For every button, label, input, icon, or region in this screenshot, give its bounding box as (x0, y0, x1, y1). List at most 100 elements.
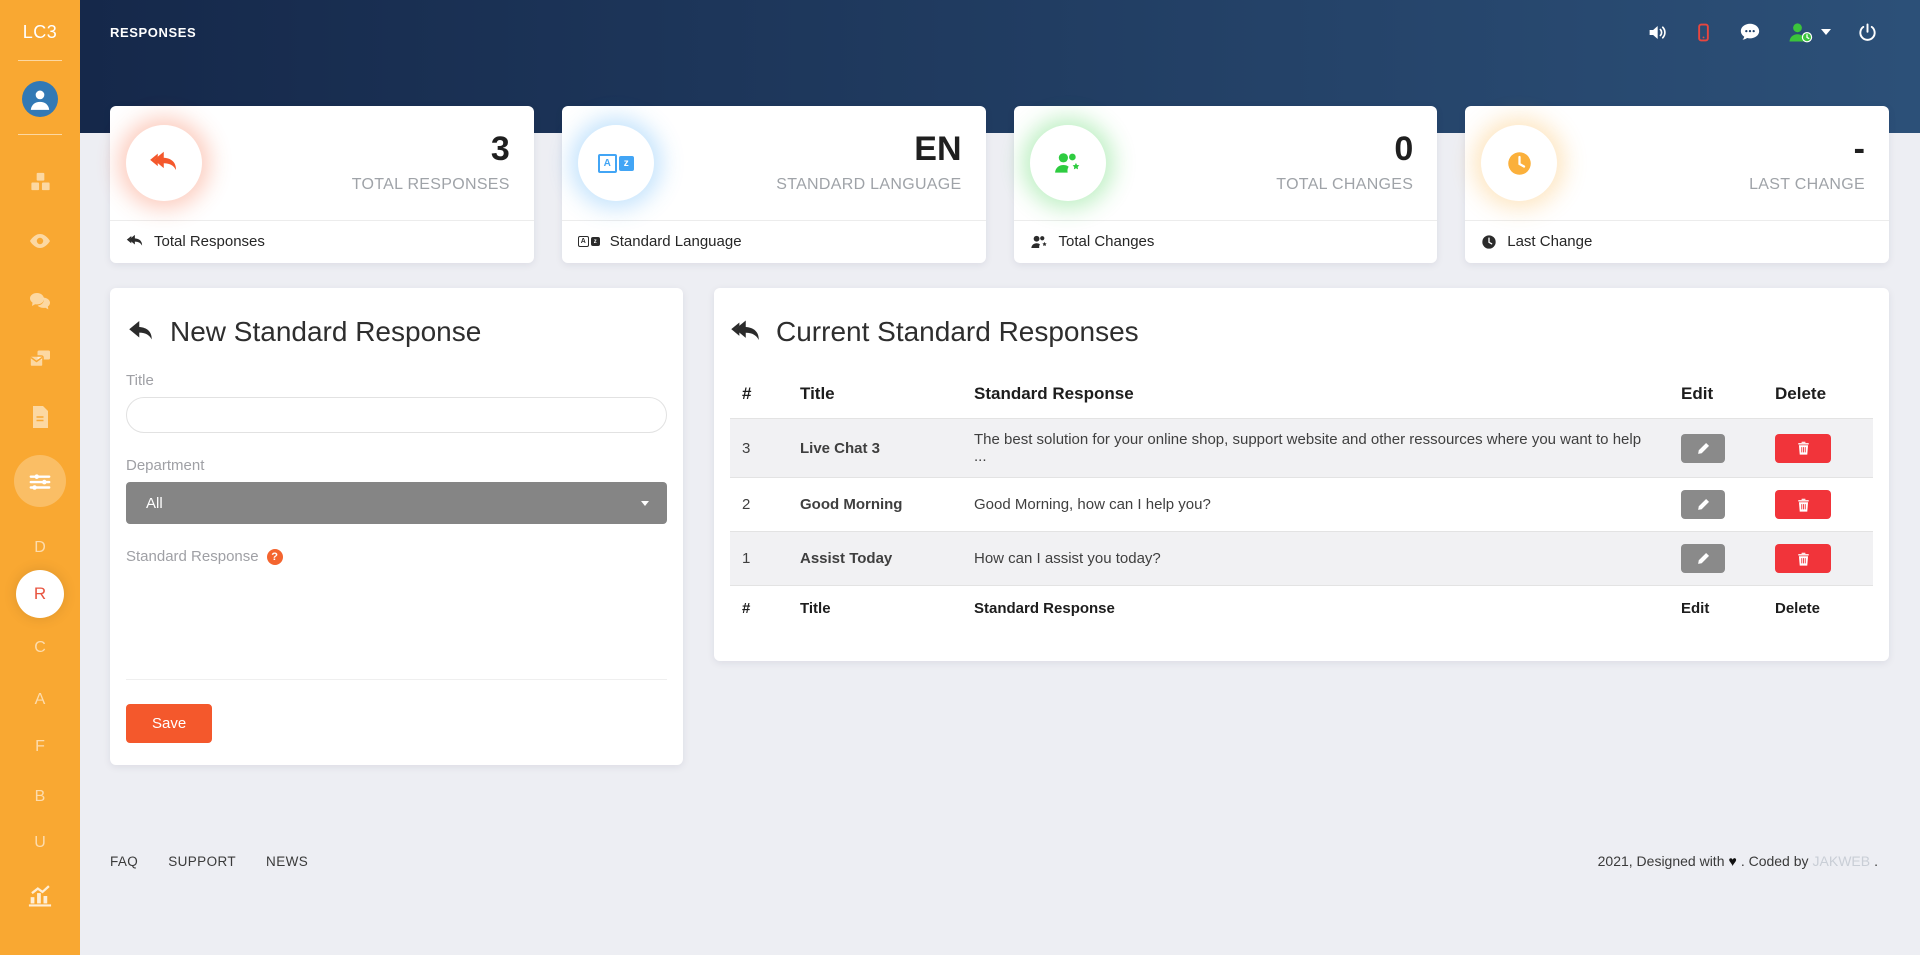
comments-icon (28, 289, 52, 313)
standard-response-label: Standard Response ? (126, 548, 667, 565)
footer-num: # (730, 585, 788, 631)
footer-edit: Edit (1669, 585, 1763, 631)
sidebar-item-chats[interactable] (0, 289, 80, 313)
row-response: The best solution for your online shop, … (962, 418, 1669, 478)
logout-button[interactable] (1857, 22, 1878, 43)
header-title[interactable]: Title (800, 384, 835, 403)
sidebar-item-documents[interactable] (0, 405, 80, 429)
clock-icon (1481, 125, 1558, 201)
users-gear-icon (1030, 234, 1049, 250)
header-response[interactable]: Standard Response (974, 384, 1134, 403)
brand-link[interactable]: JAKWEB (1812, 853, 1871, 869)
trash-icon (1797, 498, 1810, 512)
header-num[interactable]: # (742, 384, 752, 403)
edit-button[interactable] (1681, 544, 1725, 573)
footer-link-faq[interactable]: FAQ (110, 853, 139, 869)
stat-footer: Total Responses (110, 221, 534, 262)
app-logo[interactable]: LC3 (22, 22, 58, 42)
bar-chart-icon (26, 882, 54, 910)
new-standard-response-panel: New Standard Response Title Department A… (110, 288, 683, 765)
header-delete: Delete (1775, 384, 1827, 403)
edit-button[interactable] (1681, 490, 1725, 519)
row-response: Good Morning, how can I help you? (962, 477, 1669, 532)
sidebar-item-statistics[interactable] (0, 882, 80, 910)
stat-card-last-change: - LAST CHANGE Last Change (1465, 106, 1889, 263)
help-icon[interactable]: ? (266, 548, 283, 565)
mail-icon (28, 347, 52, 371)
clock-icon (1481, 234, 1497, 250)
sidebar-item-f[interactable]: F (35, 738, 45, 755)
header-edit: Edit (1681, 384, 1714, 403)
title-input[interactable] (126, 397, 667, 433)
sidebar-item-u[interactable]: U (34, 834, 46, 851)
footer-delete: Delete (1763, 585, 1873, 631)
mobile-status-button[interactable] (1694, 22, 1713, 43)
sidebar-item-c[interactable]: C (34, 639, 46, 656)
cubes-icon (29, 171, 52, 194)
stat-footer-label: Last Change (1507, 233, 1593, 250)
credit-suffix: . (1874, 853, 1878, 869)
page-title: RESPONSES (110, 24, 197, 40)
form-heading-text: New Standard Response (170, 316, 482, 347)
table-footer-row: # Title Standard Response Edit Delete (730, 585, 1873, 631)
stat-top: 0 TOTAL CHANGES (1013, 106, 1438, 221)
chat-bubble-icon (1739, 21, 1761, 43)
table-row: 2 Good Morning Good Morning, how can I h… (730, 477, 1873, 532)
sidebar-item-responses-active[interactable] (14, 455, 66, 507)
footer-credit: 2021, Designed with ♥ . Coded by JAKWEB … (1598, 853, 1878, 869)
user-avatar[interactable] (22, 81, 58, 117)
stat-footer-label: Total Responses (154, 233, 265, 250)
sidebar-item-a[interactable]: A (34, 691, 46, 708)
navbar-actions (1647, 21, 1878, 43)
table-heading-text: Current Standard Responses (776, 316, 1139, 347)
sidebar-item-mail[interactable] (0, 347, 80, 371)
mobile-icon (1694, 22, 1713, 43)
stat-footer-label: Standard Language (609, 233, 742, 250)
sidebar-item-d[interactable]: D (34, 539, 46, 556)
stat-card-total-changes: 0 TOTAL CHANGES Total Changes (1013, 106, 1438, 263)
sidebar-item-cubes[interactable] (0, 171, 80, 194)
department-select[interactable]: All (126, 482, 667, 524)
sound-toggle-button[interactable] (1647, 22, 1668, 43)
chat-button[interactable] (1739, 21, 1761, 43)
row-title-link[interactable]: Live Chat 3 (788, 418, 962, 478)
stat-label: STANDARD LANGUAGE (776, 176, 962, 193)
credit-mid: . Coded by (1740, 853, 1809, 869)
delete-button[interactable] (1775, 490, 1831, 519)
stat-value: 0 (1394, 130, 1414, 168)
row-title-link[interactable]: Good Morning (788, 477, 962, 532)
sidebar-item-b[interactable]: B (34, 788, 46, 805)
sidebar: LC3 D R C A F B U (0, 0, 80, 955)
standard-response-textarea[interactable] (126, 573, 667, 668)
stat-footer: Total Changes (1014, 221, 1438, 262)
pencil-icon (1697, 498, 1710, 511)
sidebar-item-visitors[interactable] (0, 229, 80, 253)
divider (18, 134, 62, 135)
users-gear-icon (1029, 125, 1106, 201)
department-selected-value: All (146, 494, 163, 512)
trash-icon (1797, 552, 1810, 566)
delete-button[interactable] (1775, 433, 1831, 463)
edit-button[interactable] (1681, 433, 1725, 463)
sidebar-active-badge[interactable]: R (16, 570, 64, 618)
delete-button[interactable] (1775, 544, 1831, 573)
reply-all-icon (126, 234, 144, 249)
table-heading: Current Standard Responses (730, 316, 1873, 348)
pencil-icon (1697, 552, 1710, 565)
pencil-icon (1697, 442, 1710, 455)
footer-link-support[interactable]: SUPPORT (168, 853, 237, 869)
row-response: How can I assist you today? (962, 531, 1669, 586)
agent-status-menu[interactable] (1787, 21, 1831, 43)
save-button[interactable]: Save (126, 704, 213, 743)
footer-link-news[interactable]: NEWS (266, 853, 309, 869)
stat-value: - (1853, 130, 1865, 168)
divider (18, 60, 62, 61)
stat-label: LAST CHANGE (1749, 176, 1865, 193)
row-title-link[interactable]: Assist Today (788, 531, 962, 586)
